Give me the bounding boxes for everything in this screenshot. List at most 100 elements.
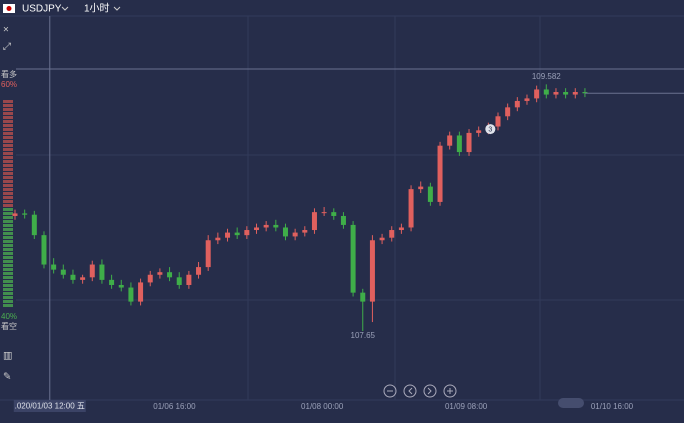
candle-body — [128, 287, 134, 302]
candle-body — [273, 224, 279, 228]
sentiment-cell — [3, 176, 13, 179]
sentiment-cell — [3, 140, 13, 143]
sentiment-cell — [3, 248, 13, 251]
candle-body — [495, 116, 501, 127]
sentiment-cell — [3, 204, 13, 207]
candle-body — [331, 212, 337, 216]
candle-body — [543, 89, 549, 95]
sentiment-cell — [3, 212, 13, 215]
candle-body — [350, 224, 356, 293]
candle-body — [466, 132, 472, 153]
event-marker-label: 3 — [488, 126, 492, 133]
draw-icon[interactable]: ✎ — [3, 372, 11, 383]
bull-pct: 60% — [1, 80, 17, 89]
candle-body — [408, 189, 414, 228]
sentiment-cell — [3, 112, 13, 115]
candle-body — [109, 279, 115, 285]
icons — [387, 387, 453, 395]
sentiment-cell — [3, 100, 13, 103]
interval[interactable]: 1小时 — [84, 3, 110, 15]
sentiment-cell — [3, 116, 13, 119]
candle-body — [80, 277, 86, 280]
candle-body — [311, 212, 317, 231]
zoom-out[interactable] — [383, 384, 397, 398]
sentiment-cell — [3, 148, 13, 151]
candle-body — [22, 213, 28, 215]
sentiment-cell — [3, 300, 13, 303]
candle-body — [12, 213, 18, 216]
candle-body — [31, 214, 37, 236]
candle-body — [369, 240, 375, 302]
scroll-left[interactable] — [403, 384, 417, 398]
candle-body — [292, 232, 298, 237]
sentiment-cell — [3, 128, 13, 131]
sentiment-cell — [3, 136, 13, 139]
candle-body — [505, 107, 511, 117]
sentiment-cell — [3, 188, 13, 191]
grid — [16, 16, 684, 400]
sentiment-cell — [3, 108, 13, 111]
candle-body — [51, 264, 57, 270]
candle-body — [157, 272, 163, 275]
symbol[interactable]: USDJPY — [22, 4, 62, 15]
sentiment-cell — [3, 304, 13, 307]
sentiment-cell — [3, 184, 13, 187]
candle-body — [234, 232, 240, 236]
sentiment-cell — [3, 124, 13, 127]
candle-body — [118, 284, 124, 288]
sentiment-cell — [3, 252, 13, 255]
zoom-controls — [383, 384, 457, 398]
candle-body — [514, 100, 520, 108]
flag-dot — [6, 6, 12, 11]
expand-icon[interactable]: ⤢ — [3, 42, 11, 53]
price-annotation: 107.65 — [351, 331, 376, 340]
sentiment-cell — [3, 260, 13, 263]
x-tick-label: 01/08 00:00 — [301, 402, 344, 411]
scroll-right[interactable] — [423, 384, 437, 398]
sentiment-cell — [3, 228, 13, 231]
sentiment-cell — [3, 104, 13, 107]
close-icon[interactable]: × — [3, 25, 9, 36]
candle-body — [476, 130, 482, 133]
candle-body — [456, 135, 462, 153]
candle-body — [41, 235, 47, 265]
x-tick-label: 01/09 08:00 — [445, 402, 488, 411]
candle-body — [437, 145, 443, 202]
sentiment-cell — [3, 160, 13, 163]
event-marker[interactable] — [485, 124, 496, 135]
indicator-icon[interactable]: ▥ — [3, 351, 12, 362]
sentiment-cell — [3, 232, 13, 235]
sentiment-cell — [3, 240, 13, 243]
cursor-label: .020/01/03 12:00 五 — [15, 402, 85, 411]
price-annotation: 109.582 — [532, 72, 561, 81]
x-tick-label: 01/06 16:00 — [153, 402, 196, 411]
sentiment-cell — [3, 120, 13, 123]
candle-body — [89, 264, 95, 278]
candle-body — [447, 135, 453, 146]
candle-body — [205, 240, 211, 268]
candle-body — [254, 227, 259, 231]
candle-body — [534, 89, 540, 99]
candle-body — [524, 98, 530, 101]
candle-body — [572, 92, 578, 95]
candle-body — [427, 186, 433, 202]
candle-body — [321, 212, 327, 214]
candle-body — [389, 230, 395, 238]
toggle[interactable] — [558, 398, 584, 408]
dropdown[interactable] — [61, 6, 69, 11]
zoom-in[interactable] — [443, 384, 457, 398]
sentiment-cell — [3, 132, 13, 135]
candle-body — [340, 215, 346, 225]
sentiment-cell — [3, 220, 13, 223]
sentiment-cell — [3, 192, 13, 195]
bear-label: 看空 — [1, 321, 17, 331]
candle-body — [553, 92, 559, 95]
candle-body — [263, 224, 269, 228]
dropdown[interactable] — [113, 6, 121, 11]
candle-body — [147, 274, 153, 283]
sentiment-cell — [3, 276, 13, 279]
candle-body — [70, 274, 76, 280]
sentiment-cell — [3, 168, 13, 171]
sentiment-cell — [3, 296, 13, 299]
